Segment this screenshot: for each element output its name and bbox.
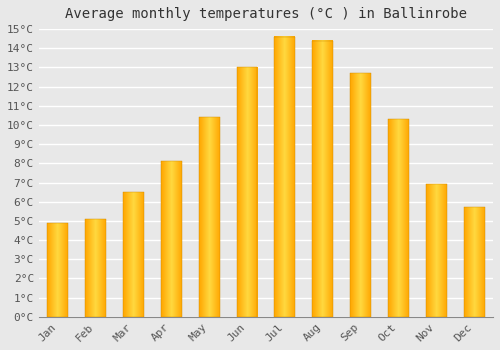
Bar: [161, 161, 182, 317]
Bar: [350, 73, 371, 317]
Bar: [426, 184, 446, 317]
Bar: [85, 219, 106, 317]
Title: Average monthly temperatures (°C ) in Ballinrobe: Average monthly temperatures (°C ) in Ba…: [65, 7, 467, 21]
Bar: [48, 223, 68, 317]
Bar: [236, 68, 258, 317]
Bar: [464, 208, 484, 317]
Bar: [123, 192, 144, 317]
Bar: [198, 117, 220, 317]
Bar: [312, 41, 333, 317]
Bar: [274, 37, 295, 317]
Bar: [388, 119, 409, 317]
